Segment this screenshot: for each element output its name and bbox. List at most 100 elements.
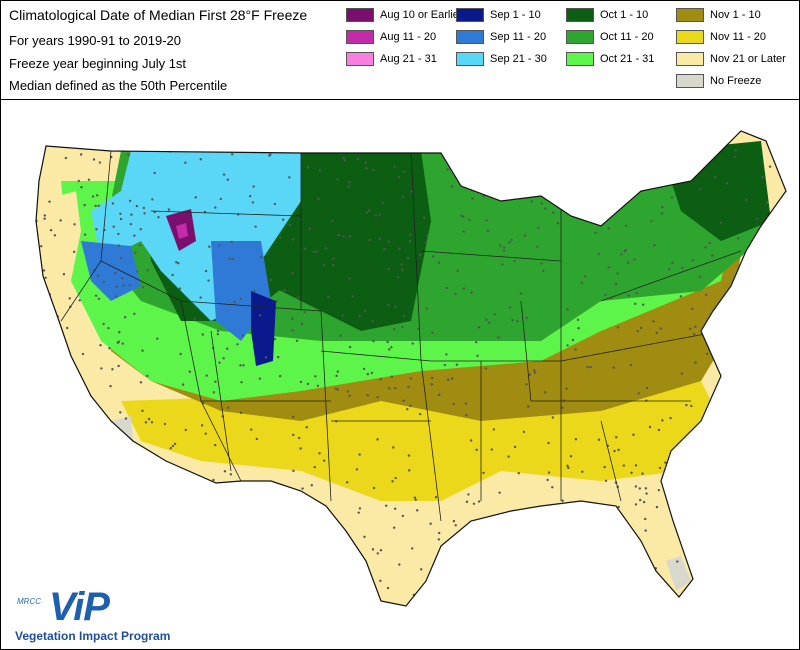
- station-dot: [479, 126, 481, 128]
- station-dot: [44, 276, 47, 279]
- station-dot: [632, 132, 636, 135]
- station-dot: [273, 518, 276, 522]
- station-dot: [236, 343, 239, 346]
- legend-swatch: [566, 30, 594, 44]
- station-dot: [102, 436, 106, 440]
- station-dot: [442, 136, 445, 140]
- station-dot: [62, 459, 65, 463]
- station-dot: [306, 382, 310, 386]
- station-dot: [477, 158, 480, 161]
- station-dot: [342, 156, 345, 160]
- station-dot: [734, 155, 737, 159]
- station-dot: [199, 296, 202, 299]
- station-dot: [98, 488, 102, 492]
- legend-label: Nov 1 - 10: [710, 9, 761, 21]
- station-dot: [357, 511, 360, 514]
- station-dot: [698, 474, 702, 477]
- title: Climatological Date of Median First 28°F…: [9, 7, 308, 23]
- station-dot: [536, 245, 539, 249]
- station-dot: [698, 275, 702, 279]
- station-dot: [708, 241, 711, 245]
- station-dot: [773, 439, 777, 443]
- station-dot: [89, 420, 92, 423]
- station-dot: [639, 498, 642, 502]
- station-dot: [642, 500, 646, 504]
- station-dot: [131, 524, 134, 528]
- station-dot: [500, 173, 504, 176]
- station-dot: [517, 472, 520, 475]
- station-dot: [98, 161, 102, 164]
- station-dot: [68, 126, 70, 128]
- station-dot: [95, 194, 99, 197]
- station-dot: [102, 280, 106, 283]
- station-dot: [488, 321, 491, 325]
- station-dot: [405, 150, 408, 153]
- station-dot: [34, 372, 36, 374]
- station-dot: [379, 579, 382, 583]
- legend: Aug 10 or Earlier Aug 11 - 20 Aug 21 - 31 S…: [346, 7, 796, 95]
- station-dot: [356, 575, 359, 579]
- station-dot: [341, 314, 344, 317]
- station-dot: [186, 471, 189, 475]
- station-dot: [228, 257, 232, 261]
- station-dot: [96, 274, 100, 277]
- station-dot: [718, 478, 721, 481]
- station-dot: [144, 141, 148, 144]
- station-dot: [653, 244, 656, 247]
- station-dot: [750, 562, 753, 566]
- station-dot: [409, 233, 412, 237]
- station-dot: [381, 201, 384, 204]
- station-dot: [255, 437, 259, 441]
- station-dot: [543, 391, 547, 394]
- station-dot: [431, 331, 434, 334]
- station-dot: [72, 365, 75, 369]
- legend-item: Sep 21 - 30: [456, 51, 547, 67]
- station-dot: [630, 191, 634, 195]
- station-dot: [207, 279, 210, 282]
- station-dot: [223, 470, 227, 473]
- station-dot: [613, 449, 616, 453]
- station-dot: [151, 198, 154, 201]
- station-dot: [462, 230, 465, 233]
- station-dot: [314, 375, 317, 378]
- station-dot: [460, 214, 463, 217]
- station-dot: [291, 329, 294, 332]
- logo-org: MRCC: [17, 597, 41, 606]
- station-dot: [346, 390, 350, 393]
- station-dot: [387, 303, 390, 307]
- station-dot: [376, 438, 379, 441]
- station-dot: [604, 479, 608, 482]
- station-dot: [411, 342, 414, 345]
- station-dot: [723, 587, 726, 591]
- station-dot: [253, 289, 256, 293]
- station-dot: [645, 492, 648, 495]
- station-dot: [677, 468, 681, 471]
- station-dot: [135, 493, 139, 496]
- station-dot: [704, 293, 708, 296]
- station-dot: [393, 507, 397, 510]
- station-dot: [648, 425, 652, 429]
- station-dot: [401, 514, 405, 518]
- station-dot: [321, 512, 324, 515]
- station-dot: [94, 204, 97, 208]
- station-dot: [235, 500, 238, 503]
- station-dot: [292, 469, 295, 473]
- station-dot: [258, 377, 262, 380]
- station-dot: [394, 387, 397, 390]
- station-dot: [422, 216, 426, 219]
- state-line: [320, 350, 432, 362]
- station-dot: [518, 584, 522, 588]
- legend-label: No Freeze: [710, 75, 762, 87]
- station-dot: [226, 548, 230, 551]
- station-dot: [105, 506, 108, 509]
- freeze-zone: [261, 151, 431, 331]
- station-dot: [337, 234, 340, 237]
- station-dot: [566, 344, 569, 347]
- station-dot: [498, 491, 501, 494]
- station-dot: [614, 282, 618, 286]
- station-dot: [783, 583, 786, 586]
- station-dot: [661, 145, 664, 149]
- station-dot: [138, 243, 142, 247]
- station-dot: [348, 394, 351, 397]
- station-dot: [398, 247, 401, 251]
